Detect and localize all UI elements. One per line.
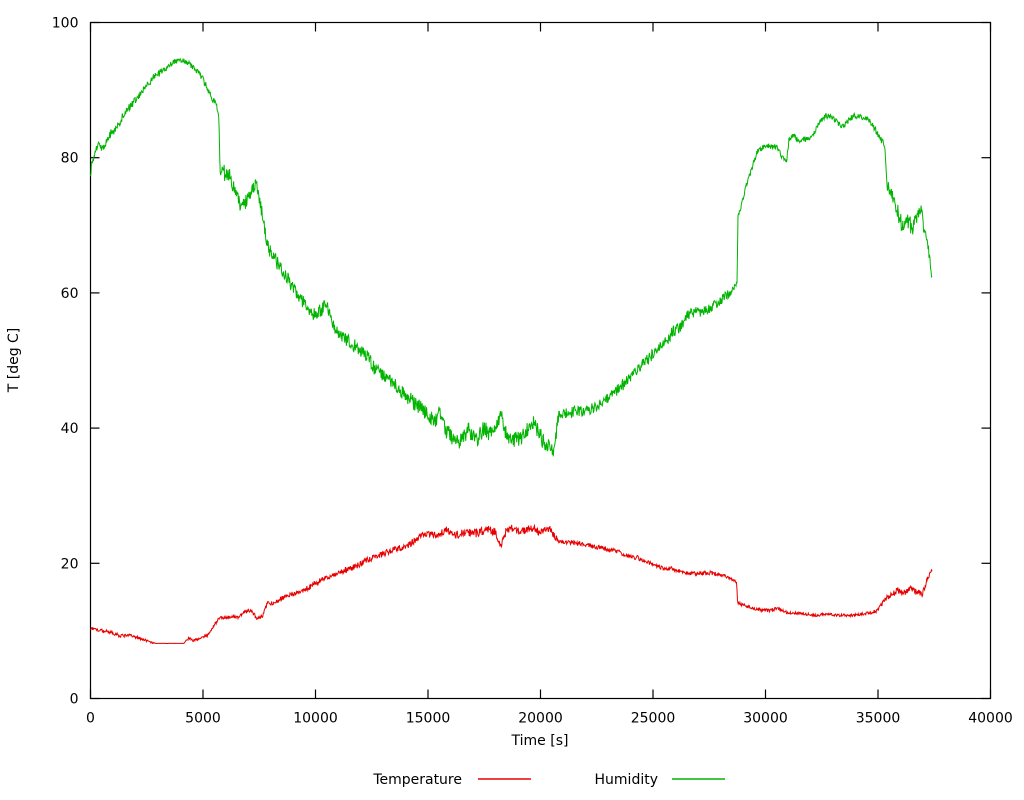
x-tick-label: 40000 <box>968 711 1013 727</box>
y-tick-label: 80 <box>61 151 79 167</box>
y-axis-label: T [deg C] <box>6 328 22 394</box>
legend-label-temperature: Temperature <box>372 772 462 788</box>
x-tick-label: 0 <box>86 711 95 727</box>
y-tick-label: 0 <box>70 692 79 708</box>
y-tick-label: 100 <box>52 16 79 32</box>
x-tick-label: 35000 <box>856 711 901 727</box>
temperature-series-line <box>90 523 933 645</box>
series-lines <box>90 57 933 645</box>
legend-label-humidity: Humidity <box>595 772 658 788</box>
x-tick-label: 20000 <box>518 711 563 727</box>
x-tick-label: 25000 <box>631 711 676 727</box>
plot-border <box>89 21 992 700</box>
legend: Temperature Humidity <box>372 772 725 788</box>
axis-ticks: 0 5000 10000 15000 20000 25000 30000 35000 40000… <box>52 16 1013 727</box>
y-tick-label: 60 <box>61 286 79 302</box>
x-tick-label: 5000 <box>185 711 221 727</box>
x-axis-label: Time [s] <box>511 733 569 749</box>
y-tick-label: 40 <box>61 421 79 437</box>
humidity-series-line <box>90 57 933 457</box>
x-tick-label: 10000 <box>293 711 338 727</box>
y-tick-label: 20 <box>61 556 79 572</box>
x-tick-label: 30000 <box>743 711 788 727</box>
x-tick-label: 15000 <box>406 711 451 727</box>
